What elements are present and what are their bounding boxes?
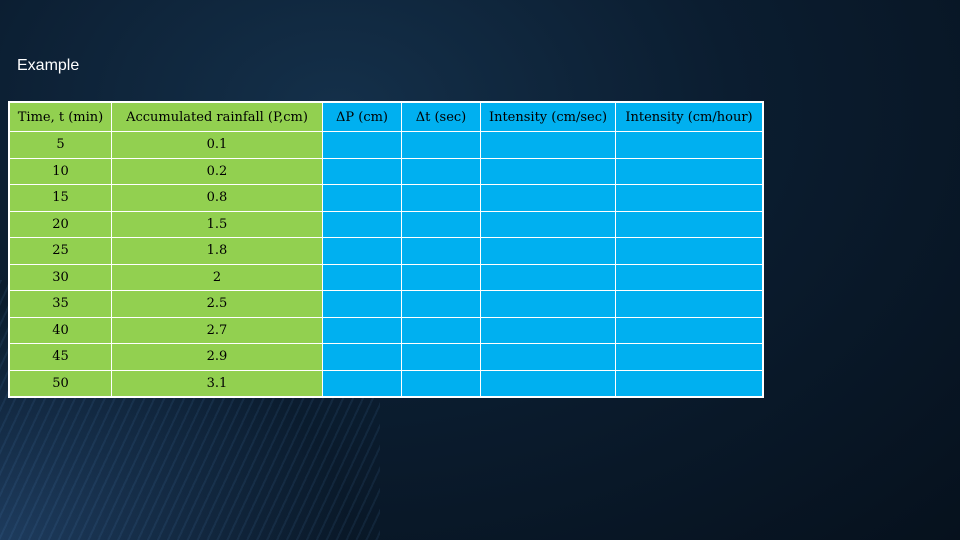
cell-delta-p: [322, 157, 402, 185]
table-row: 35 2.5: [8, 290, 764, 318]
cell-time: 40: [8, 316, 112, 344]
cell-intensity-cm-sec: [480, 131, 616, 159]
cell-intensity-cm-sec: [480, 184, 616, 212]
cell-time: 20: [8, 210, 112, 238]
header-time: Time, t (min): [8, 101, 112, 132]
cell-intensity-cm-sec: [480, 157, 616, 185]
table-row: 20 1.5: [8, 210, 764, 238]
cell-delta-t: [401, 290, 481, 318]
cell-time: 15: [8, 184, 112, 212]
table-row: 10 0.2: [8, 157, 764, 185]
cell-intensity-cm-hour: [615, 369, 764, 398]
cell-time: 50: [8, 369, 112, 398]
cell-intensity-cm-sec: [480, 237, 616, 265]
cell-delta-p: [322, 263, 402, 291]
cell-delta-p: [322, 184, 402, 212]
cell-accumulated-rainfall: 3.1: [111, 369, 323, 398]
table-body: 5 0.1 10 0.2 15 0.8 20 1.5 25 1.8 30 2 35 2.5 40 2.7 45 2…: [8, 131, 764, 398]
cell-delta-p: [322, 131, 402, 159]
cell-delta-p: [322, 290, 402, 318]
slide-title: Example: [17, 57, 80, 74]
cell-intensity-cm-hour: [615, 237, 764, 265]
cell-intensity-cm-sec: [480, 263, 616, 291]
header-intensity-cm-hour: Intensity (cm/hour): [615, 101, 764, 132]
cell-intensity-cm-hour: [615, 316, 764, 344]
cell-delta-p: [322, 210, 402, 238]
cell-time: 5: [8, 131, 112, 159]
cell-delta-t: [401, 210, 481, 238]
cell-accumulated-rainfall: 2.9: [111, 343, 323, 371]
cell-accumulated-rainfall: 1.5: [111, 210, 323, 238]
cell-delta-p: [322, 343, 402, 371]
cell-accumulated-rainfall: 2.7: [111, 316, 323, 344]
cell-delta-t: [401, 131, 481, 159]
cell-delta-t: [401, 263, 481, 291]
cell-delta-p: [322, 369, 402, 398]
cell-accumulated-rainfall: 0.1: [111, 131, 323, 159]
cell-intensity-cm-sec: [480, 343, 616, 371]
cell-intensity-cm-hour: [615, 131, 764, 159]
table-row: 15 0.8: [8, 184, 764, 212]
header-delta-t: Δt (sec): [401, 101, 481, 132]
cell-time: 10: [8, 157, 112, 185]
cell-delta-t: [401, 343, 481, 371]
table-row: 5 0.1: [8, 131, 764, 159]
cell-delta-t: [401, 157, 481, 185]
cell-intensity-cm-hour: [615, 290, 764, 318]
cell-delta-t: [401, 316, 481, 344]
cell-delta-t: [401, 184, 481, 212]
cell-delta-t: [401, 237, 481, 265]
header-accumulated-rainfall: Accumulated rainfall (P,cm): [111, 101, 323, 132]
cell-accumulated-rainfall: 0.2: [111, 157, 323, 185]
table-row: 30 2: [8, 263, 764, 291]
cell-delta-p: [322, 316, 402, 344]
cell-intensity-cm-hour: [615, 184, 764, 212]
table-row: 50 3.1: [8, 369, 764, 398]
table-header-row: Time, t (min) Accumulated rainfall (P,cm…: [8, 101, 764, 132]
cell-accumulated-rainfall: 1.8: [111, 237, 323, 265]
header-delta-p: ΔP (cm): [322, 101, 402, 132]
cell-accumulated-rainfall: 2.5: [111, 290, 323, 318]
cell-time: 30: [8, 263, 112, 291]
cell-intensity-cm-sec: [480, 210, 616, 238]
cell-time: 25: [8, 237, 112, 265]
header-intensity-cm-sec: Intensity (cm/sec): [480, 101, 616, 132]
cell-intensity-cm-sec: [480, 369, 616, 398]
cell-intensity-cm-sec: [480, 316, 616, 344]
cell-intensity-cm-hour: [615, 210, 764, 238]
cell-accumulated-rainfall: 0.8: [111, 184, 323, 212]
cell-intensity-cm-hour: [615, 343, 764, 371]
table-row: 45 2.9: [8, 343, 764, 371]
cell-time: 35: [8, 290, 112, 318]
cell-delta-p: [322, 237, 402, 265]
cell-time: 45: [8, 343, 112, 371]
cell-intensity-cm-hour: [615, 157, 764, 185]
cell-delta-t: [401, 369, 481, 398]
cell-intensity-cm-hour: [615, 263, 764, 291]
table-row: 40 2.7: [8, 316, 764, 344]
cell-intensity-cm-sec: [480, 290, 616, 318]
rainfall-table: Time, t (min) Accumulated rainfall (P,cm…: [8, 101, 764, 398]
table-row: 25 1.8: [8, 237, 764, 265]
cell-accumulated-rainfall: 2: [111, 263, 323, 291]
